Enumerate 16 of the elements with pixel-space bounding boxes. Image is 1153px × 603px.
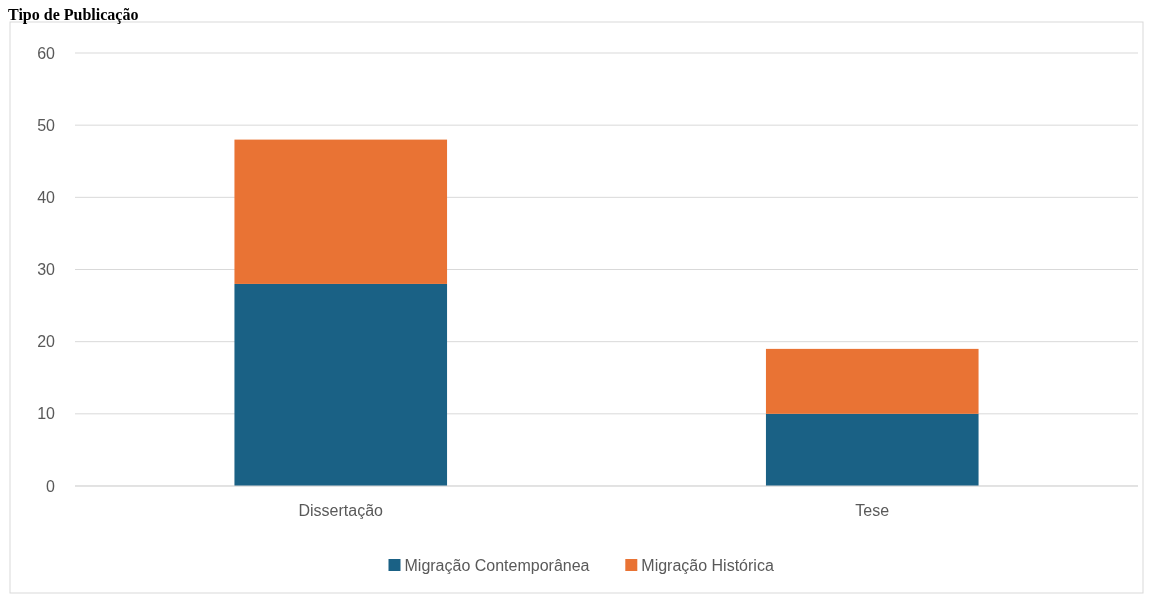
legend-label: Migração Contemporânea: [404, 557, 590, 574]
bar: [234, 139, 448, 284]
bar: [234, 283, 448, 486]
bar: [765, 348, 979, 414]
x-tick-label: Dissertação: [298, 502, 384, 519]
y-tick-label: 0: [46, 477, 56, 495]
y-tick-label: 50: [37, 116, 56, 134]
y-tick-label: 30: [37, 261, 56, 279]
legend-label: Migração Histórica: [641, 557, 774, 574]
chart-title: Tipo de Publicação: [8, 6, 139, 24]
y-tick-label: 60: [37, 44, 56, 62]
y-tick-label: 10: [37, 405, 56, 423]
y-tick-label: 20: [37, 333, 56, 351]
x-tick-label: Tese: [855, 502, 890, 519]
y-tick-label: 40: [37, 188, 56, 206]
bar: [765, 413, 979, 486]
